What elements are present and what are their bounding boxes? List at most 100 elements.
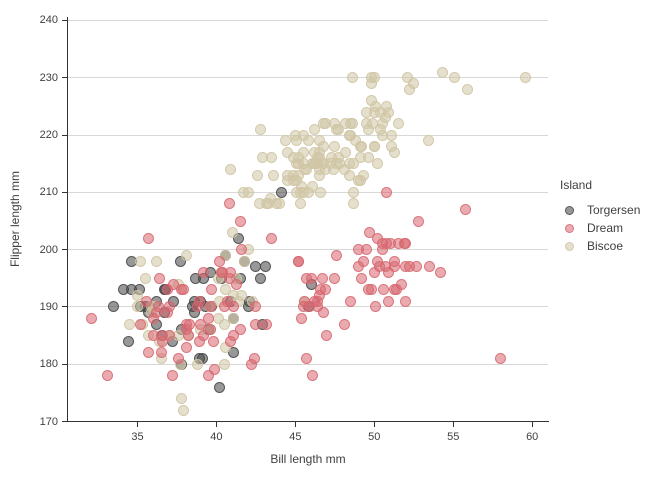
data-point <box>204 301 216 313</box>
data-point <box>157 335 169 347</box>
y-gridline <box>68 19 548 21</box>
data-point <box>354 175 366 187</box>
data-point <box>360 106 372 118</box>
y-tick-label: 230 <box>39 71 58 84</box>
data-point <box>372 255 383 267</box>
data-point <box>460 204 472 215</box>
x-axis-title: Bill length mm <box>270 452 346 466</box>
x-tick <box>452 422 454 427</box>
x-tick-label: 40 <box>210 430 223 443</box>
data-point <box>360 118 372 130</box>
data-point <box>261 318 273 330</box>
data-point <box>365 95 377 107</box>
data-point <box>206 284 218 296</box>
data-point <box>234 324 246 336</box>
data-point <box>255 272 267 284</box>
data-point <box>275 186 287 198</box>
data-point <box>368 141 380 152</box>
data-point <box>143 347 154 359</box>
data-point <box>209 364 221 376</box>
data-point <box>154 272 166 284</box>
data-point <box>214 255 226 267</box>
data-point <box>435 267 447 278</box>
y-tick <box>62 306 67 308</box>
y-gridline <box>68 249 548 251</box>
data-point <box>383 295 394 307</box>
data-point <box>362 284 374 296</box>
data-point <box>177 284 189 296</box>
x-tick <box>373 422 375 427</box>
data-point <box>343 158 355 170</box>
legend-label: Torgersen <box>587 203 641 217</box>
data-point <box>168 278 180 290</box>
data-point <box>307 370 319 382</box>
y-tick-label: 220 <box>39 129 58 141</box>
data-point <box>259 261 271 273</box>
data-point <box>353 244 364 256</box>
data-point <box>389 146 401 158</box>
data-point <box>236 244 248 256</box>
data-point <box>163 301 175 313</box>
data-point <box>300 272 312 284</box>
y-tick <box>62 134 67 136</box>
data-point <box>248 353 260 364</box>
data-point <box>340 146 352 158</box>
x-tick-label: 45 <box>289 430 302 443</box>
data-point <box>250 301 262 313</box>
data-point <box>266 152 278 164</box>
x-tick <box>294 422 296 427</box>
data-point <box>231 278 243 290</box>
data-point <box>180 341 192 353</box>
data-point <box>329 272 341 284</box>
data-point <box>135 318 147 330</box>
data-point <box>520 72 532 84</box>
data-point <box>218 318 230 330</box>
data-point <box>300 353 312 364</box>
data-point <box>228 347 240 359</box>
data-point <box>338 318 350 330</box>
data-point <box>250 318 262 330</box>
data-point <box>329 141 341 152</box>
x-axis-line <box>67 421 549 422</box>
data-point <box>190 272 202 284</box>
data-point <box>424 261 436 273</box>
data-point <box>132 290 143 301</box>
data-point <box>319 118 331 130</box>
data-point <box>198 267 210 278</box>
data-point <box>108 301 120 313</box>
data-point <box>193 295 205 307</box>
data-point <box>379 261 391 273</box>
data-point <box>141 295 153 307</box>
x-tick-label: 55 <box>447 430 460 443</box>
data-point <box>226 226 238 238</box>
data-point <box>372 232 383 244</box>
data-point <box>422 135 434 147</box>
data-point <box>403 83 415 95</box>
data-point <box>299 163 311 175</box>
data-point <box>132 301 143 313</box>
data-point <box>214 381 226 393</box>
data-point <box>354 152 366 164</box>
data-point <box>218 358 230 370</box>
data-point <box>220 284 232 296</box>
data-point <box>212 312 224 324</box>
data-point <box>302 135 314 147</box>
data-point <box>390 284 402 296</box>
data-point <box>402 72 413 84</box>
y-tick-label: 240 <box>39 14 58 27</box>
data-point <box>139 272 151 284</box>
data-point <box>266 232 278 244</box>
data-point <box>370 301 382 313</box>
data-point <box>330 123 342 135</box>
data-point <box>220 249 232 261</box>
data-point <box>389 255 401 267</box>
data-point <box>228 301 240 313</box>
data-point <box>348 186 360 198</box>
data-point <box>192 358 203 370</box>
data-point <box>356 272 368 284</box>
data-point <box>291 135 303 147</box>
data-point <box>150 307 162 319</box>
x-tick-label: 60 <box>526 430 539 443</box>
data-point <box>372 158 383 170</box>
